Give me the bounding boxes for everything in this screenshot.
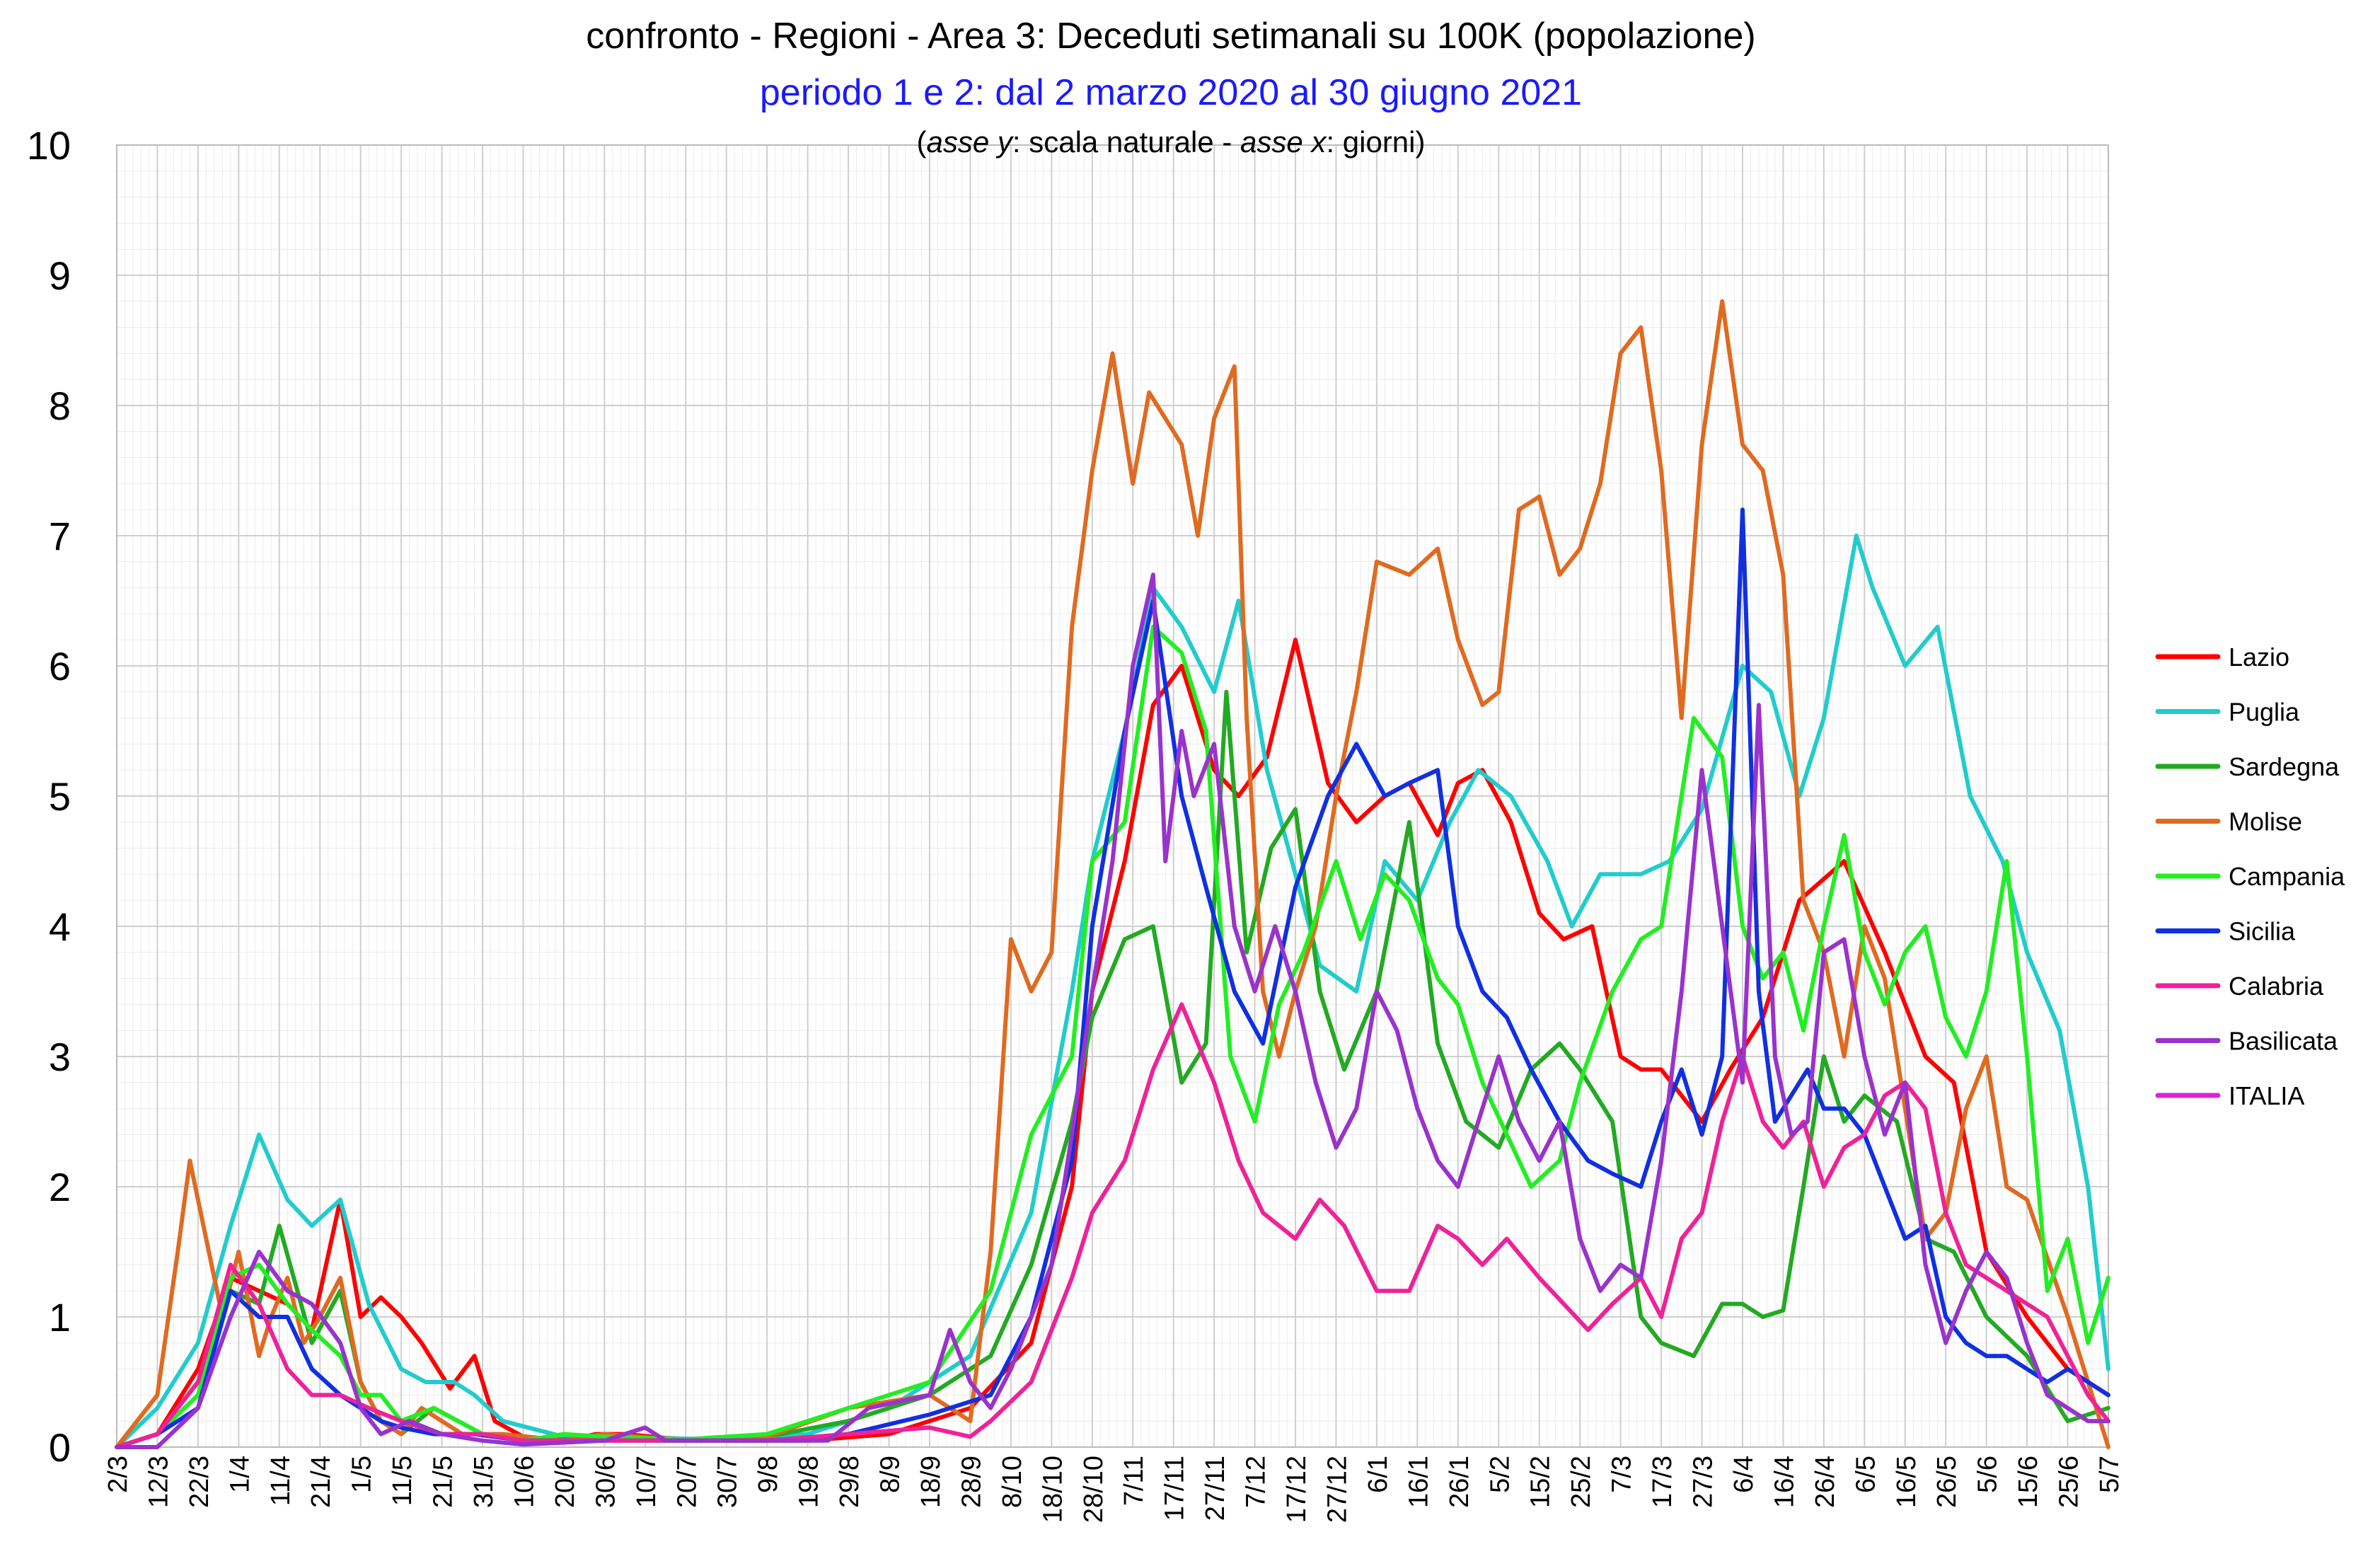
x-tick-label: 21/5: [429, 1456, 458, 1508]
x-tick-label: 17/3: [1648, 1456, 1677, 1508]
x-tick-label: 17/11: [1160, 1456, 1190, 1521]
series-line-sicilia: [115, 507, 2110, 1449]
y-tick-label: 0: [49, 1425, 71, 1470]
x-tick-label: 1/4: [225, 1456, 255, 1493]
x-tick-label: 15/6: [2014, 1456, 2043, 1508]
x-tick-label: 15/2: [1526, 1456, 1556, 1508]
x-tick-label: 5/2: [1485, 1456, 1515, 1493]
x-tick-label: 11/5: [388, 1456, 417, 1506]
legend-label-sardegna: Sardegna: [2229, 752, 2340, 781]
x-tick-label: 27/12: [1322, 1456, 1352, 1523]
x-tick-label: 11/4: [266, 1456, 296, 1506]
plot-area-frame: [116, 144, 2109, 1448]
x-tick-label: 30/7: [713, 1456, 743, 1508]
x-axis-tick-labels: 2/3 12/3 22/3 1/4 11/4 21/4 1/5 11/5 21/5 31/5 10/…: [103, 1456, 2125, 1523]
x-tick-label: 27/11: [1201, 1456, 1230, 1521]
series-line-puglia: [115, 534, 2110, 1449]
y-tick-label: 3: [49, 1035, 71, 1079]
y-tick-label: 2: [49, 1165, 71, 1209]
x-tick-label: 10/6: [509, 1456, 539, 1508]
series-line-calabria: [115, 1002, 2110, 1449]
y-tick-label: 7: [49, 514, 71, 558]
x-tick-label: 20/6: [550, 1456, 580, 1508]
x-tick-label: 6/4: [1729, 1456, 1759, 1493]
x-tick-label: 8/10: [998, 1456, 1027, 1508]
x-tick-label: 7/12: [1242, 1456, 1271, 1508]
x-tick-label: 31/5: [469, 1456, 499, 1508]
y-tick-label: 1: [49, 1295, 71, 1340]
y-tick-label: 4: [49, 904, 71, 949]
x-tick-label: 25/2: [1566, 1456, 1596, 1508]
x-tick-label: 26/5: [1932, 1456, 1962, 1508]
x-tick-label: 20/7: [672, 1456, 702, 1508]
x-tick-label: 2/3: [103, 1456, 133, 1493]
x-tick-label: 21/4: [306, 1456, 336, 1508]
series-line-campania: [115, 624, 2110, 1449]
series-layer: [115, 299, 2110, 1449]
legend-label-molise: Molise: [2229, 807, 2302, 836]
series-line-lazio: [115, 638, 2110, 1449]
x-tick-label: 26/1: [1445, 1456, 1474, 1508]
x-tick-label: 5/7: [2095, 1456, 2125, 1493]
axis-note: (asse y: scala naturale - asse x: giorni…: [916, 125, 1425, 159]
y-tick-label: 6: [49, 644, 71, 689]
x-tick-label: 17/12: [1282, 1456, 1312, 1523]
legend-label-puglia: Puglia: [2229, 698, 2300, 727]
chart-subtitle: periodo 1 e 2: dal 2 marzo 2020 al 30 gi…: [760, 72, 1582, 113]
legend: Lazio Puglia Sardegna Molise Campania Sicilia…: [2155, 643, 2345, 1110]
x-tick-label: 25/6: [2055, 1456, 2084, 1508]
x-tick-label: 16/1: [1404, 1456, 1433, 1508]
legend-label-basilicata: Basilicata: [2229, 1027, 2338, 1056]
x-tick-label: 7/11: [1119, 1456, 1149, 1506]
x-tick-label: 5/6: [1973, 1456, 2003, 1493]
y-tick-label: 10: [27, 123, 71, 168]
legend-label-campania: Campania: [2229, 862, 2345, 891]
x-tick-label: 28/9: [957, 1456, 986, 1508]
x-tick-label: 12/3: [144, 1456, 173, 1508]
x-tick-label: 10/7: [632, 1456, 662, 1508]
x-tick-label: 7/3: [1607, 1456, 1637, 1493]
x-tick-label: 26/4: [1810, 1456, 1840, 1508]
x-tick-label: 18/10: [1038, 1456, 1068, 1523]
y-tick-label: 9: [49, 253, 71, 298]
x-tick-label: 6/5: [1851, 1456, 1881, 1493]
x-tick-label: 22/3: [185, 1456, 214, 1508]
x-tick-label: 27/3: [1689, 1456, 1718, 1508]
chart-title: confronto - Regioni - Area 3: Deceduti s…: [586, 16, 1755, 57]
legend-label-italia: ITALIA: [2229, 1081, 2304, 1110]
x-tick-label: 19/8: [795, 1456, 824, 1508]
legend-label-lazio: Lazio: [2229, 643, 2289, 672]
x-tick-label: 1/5: [347, 1456, 377, 1493]
y-axis-tick-labels: 0 1 2 3 4 5 6 7 8 9 10: [27, 123, 71, 1470]
x-tick-label: 16/5: [1892, 1456, 1922, 1508]
legend-label-sicilia: Sicilia: [2229, 917, 2296, 946]
x-tick-label: 18/9: [916, 1456, 946, 1508]
x-tick-label: 30/6: [591, 1456, 620, 1508]
series-line-basilicata: [115, 572, 2110, 1449]
x-tick-label: 29/8: [835, 1456, 865, 1508]
x-tick-label: 6/1: [1363, 1456, 1393, 1493]
x-tick-label: 8/9: [876, 1456, 906, 1493]
y-tick-label: 8: [49, 384, 71, 428]
legend-label-calabria: Calabria: [2229, 972, 2324, 1001]
x-tick-label: 9/8: [753, 1456, 783, 1493]
x-tick-label: 16/4: [1769, 1456, 1799, 1508]
y-tick-label: 5: [49, 774, 71, 819]
x-tick-label: 28/10: [1079, 1456, 1109, 1523]
